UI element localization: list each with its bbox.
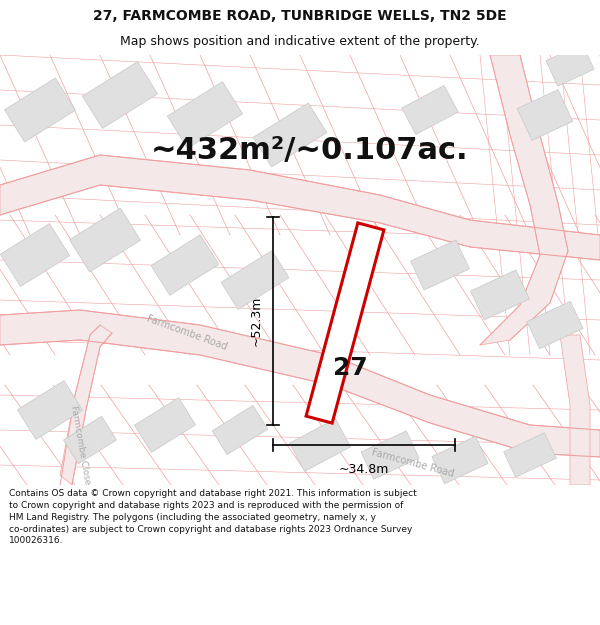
Text: ~432m²/~0.107ac.: ~432m²/~0.107ac. bbox=[151, 136, 469, 164]
Polygon shape bbox=[517, 89, 573, 141]
Text: Farmcombe Road: Farmcombe Road bbox=[145, 314, 228, 352]
Text: Contains OS data © Crown copyright and database right 2021. This information is : Contains OS data © Crown copyright and d… bbox=[9, 489, 417, 546]
Polygon shape bbox=[82, 62, 158, 128]
Polygon shape bbox=[503, 432, 556, 478]
Text: Map shows position and indicative extent of the property.: Map shows position and indicative extent… bbox=[120, 35, 480, 48]
Polygon shape bbox=[253, 103, 327, 167]
Polygon shape bbox=[470, 270, 529, 320]
Polygon shape bbox=[134, 398, 196, 452]
Polygon shape bbox=[64, 416, 116, 464]
Polygon shape bbox=[432, 436, 488, 484]
Text: Farmcombe Close: Farmcombe Close bbox=[68, 405, 91, 485]
Text: 27, FARMCOMBE ROAD, TUNBRIDGE WELLS, TN2 5DE: 27, FARMCOMBE ROAD, TUNBRIDGE WELLS, TN2… bbox=[93, 9, 507, 24]
Polygon shape bbox=[221, 251, 289, 309]
Text: 27: 27 bbox=[332, 356, 367, 380]
Polygon shape bbox=[480, 55, 568, 345]
Polygon shape bbox=[0, 310, 600, 457]
Polygon shape bbox=[361, 431, 419, 479]
Polygon shape bbox=[290, 419, 350, 471]
Polygon shape bbox=[527, 301, 583, 349]
Polygon shape bbox=[4, 78, 76, 142]
Polygon shape bbox=[402, 86, 458, 134]
Polygon shape bbox=[60, 325, 112, 485]
Text: ~34.8m: ~34.8m bbox=[339, 463, 389, 476]
Polygon shape bbox=[167, 82, 242, 148]
Polygon shape bbox=[17, 381, 83, 439]
Polygon shape bbox=[70, 208, 140, 272]
Polygon shape bbox=[410, 240, 469, 290]
Text: Farmcombe Road: Farmcombe Road bbox=[370, 448, 454, 479]
Polygon shape bbox=[212, 406, 268, 454]
Polygon shape bbox=[151, 235, 219, 295]
Polygon shape bbox=[306, 223, 384, 423]
Polygon shape bbox=[560, 335, 590, 485]
Polygon shape bbox=[0, 155, 600, 260]
Polygon shape bbox=[546, 44, 594, 86]
Polygon shape bbox=[1, 224, 70, 286]
Text: ~52.3m: ~52.3m bbox=[250, 296, 263, 346]
